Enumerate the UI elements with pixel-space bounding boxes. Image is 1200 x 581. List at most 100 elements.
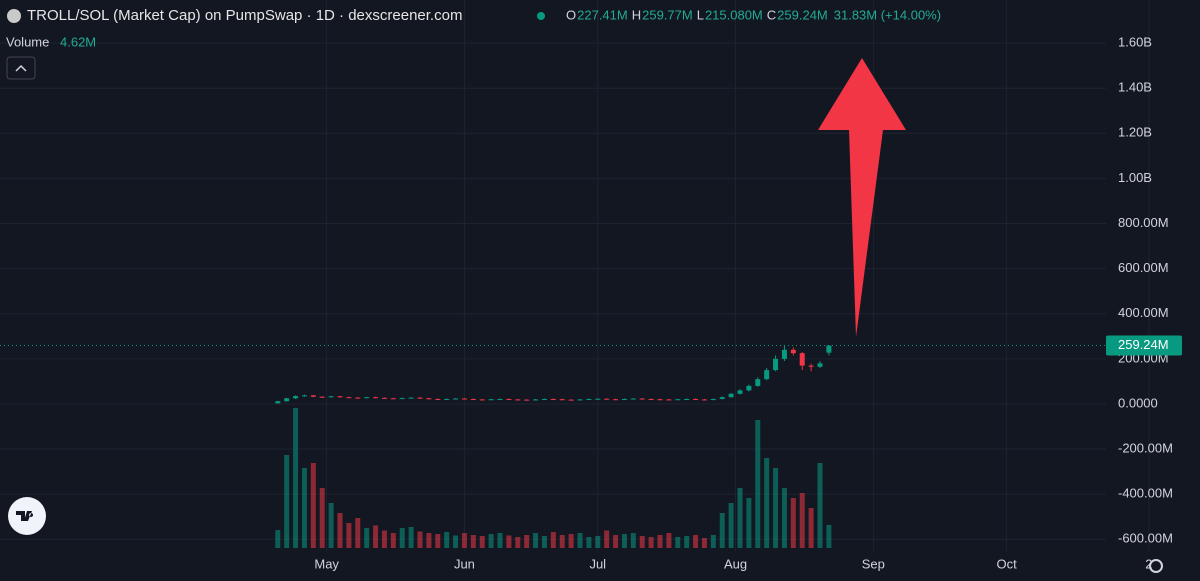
candle-body <box>373 397 379 399</box>
settings-icon[interactable] <box>1149 559 1163 573</box>
candle-body <box>470 398 476 400</box>
candle-body <box>621 398 627 400</box>
candle-body <box>701 399 707 401</box>
candle-body <box>817 363 823 367</box>
candle-body <box>310 395 316 397</box>
volume-bar <box>301 468 307 548</box>
volume-bar <box>355 518 361 548</box>
candle-body <box>728 393 734 398</box>
legend-key: C <box>767 7 776 22</box>
volume-bar <box>328 503 334 548</box>
collapse-icon <box>15 64 27 72</box>
candle-body <box>568 399 574 401</box>
candle-body <box>524 399 530 401</box>
candle-body <box>693 398 699 400</box>
candle-body <box>639 398 645 400</box>
volume-bar <box>559 535 565 548</box>
volume-bar <box>550 532 556 548</box>
volume-bar <box>577 533 583 548</box>
candle-body <box>488 399 494 401</box>
candle-body <box>808 365 814 367</box>
candle-body <box>559 399 565 401</box>
volume-bar <box>364 528 370 548</box>
volume-bar <box>568 534 574 548</box>
candle-body <box>293 396 299 399</box>
candle-body <box>613 399 619 401</box>
candle-body <box>479 399 485 401</box>
volume-bar <box>381 530 387 548</box>
candle-body <box>648 398 654 400</box>
candle-body <box>790 349 796 354</box>
candle-body <box>799 353 805 366</box>
volume-bar <box>497 533 503 548</box>
last-price-label: 259.24M <box>1118 337 1169 352</box>
volume-bar <box>444 532 450 548</box>
candle-body <box>719 397 725 399</box>
volume-bar <box>737 488 743 548</box>
x-tick-label: Jun <box>454 556 475 571</box>
candle-body <box>408 397 414 399</box>
x-tick-label: Aug <box>724 556 747 571</box>
ohlc-legend: O 227.41M H 259.77M L 215.080M C 259.24M 31.83M … <box>566 7 941 22</box>
candle-body <box>328 396 334 398</box>
volume-bar <box>479 536 485 548</box>
volume-bar <box>657 535 663 548</box>
candle-body <box>826 345 832 353</box>
candle-body <box>755 379 761 386</box>
candle-body <box>550 398 556 400</box>
volume-bar <box>675 537 681 548</box>
y-tick-label: -400.00M <box>1118 486 1173 501</box>
status-dot <box>537 12 545 20</box>
y-tick-label: -600.00M <box>1118 531 1173 546</box>
chart-title: TROLL/SOL (Market Cap) on PumpSwap · 1D … <box>27 7 462 24</box>
volume-bar <box>408 527 414 548</box>
volume-bar <box>710 535 716 548</box>
volume-bar <box>621 534 627 548</box>
volume-bar <box>639 536 645 548</box>
volume-bar <box>373 525 379 548</box>
candle-body <box>781 349 787 359</box>
volume-bar <box>586 537 592 548</box>
volume-bar <box>533 533 539 548</box>
volume-bar <box>693 535 699 548</box>
volume-bar <box>515 537 521 548</box>
collapse-button[interactable] <box>6 56 36 80</box>
y-tick-label: 1.00B <box>1118 170 1152 185</box>
volume-bar <box>684 536 690 548</box>
candle-body <box>657 399 663 401</box>
volume-bar <box>488 534 494 548</box>
x-tick-label: 2 <box>1145 556 1152 571</box>
y-tick-label: 800.00M <box>1118 215 1169 230</box>
candle-body <box>684 398 690 400</box>
candle-body <box>746 385 752 391</box>
volume-value: 4.62M <box>60 34 96 49</box>
x-tick-label: Jul <box>589 556 606 571</box>
y-tick-label: -200.00M <box>1118 440 1173 455</box>
candle-body <box>284 398 290 402</box>
candle-body <box>586 398 592 400</box>
volume-bar <box>630 533 636 548</box>
candle-body <box>417 397 423 399</box>
candle-body <box>355 397 361 399</box>
volume-bar <box>764 458 770 548</box>
legend-key: H <box>632 7 641 22</box>
legend-value: 259.77M <box>642 7 693 22</box>
legend-change: 31.83M (+14.00%) <box>834 7 941 22</box>
volume-bar <box>781 488 787 548</box>
y-tick-label: 1.60B <box>1118 35 1152 50</box>
candle-body <box>275 401 281 404</box>
candle-body <box>444 398 450 400</box>
candle-body <box>764 370 770 380</box>
volume-bar <box>310 463 316 548</box>
candles <box>275 344 832 404</box>
volume-bar <box>746 498 752 548</box>
candle-body <box>426 398 432 400</box>
legend-value: 215.080M <box>705 7 763 22</box>
volume-bar <box>293 408 299 548</box>
legend-key: O <box>566 7 576 22</box>
candle-body <box>337 396 343 398</box>
candle-body <box>506 398 512 400</box>
candle-body <box>666 399 672 401</box>
axes: 1.60B 1.40B 1.20B 1.00B 800.00M 600.00M 400.00… <box>0 35 1182 571</box>
